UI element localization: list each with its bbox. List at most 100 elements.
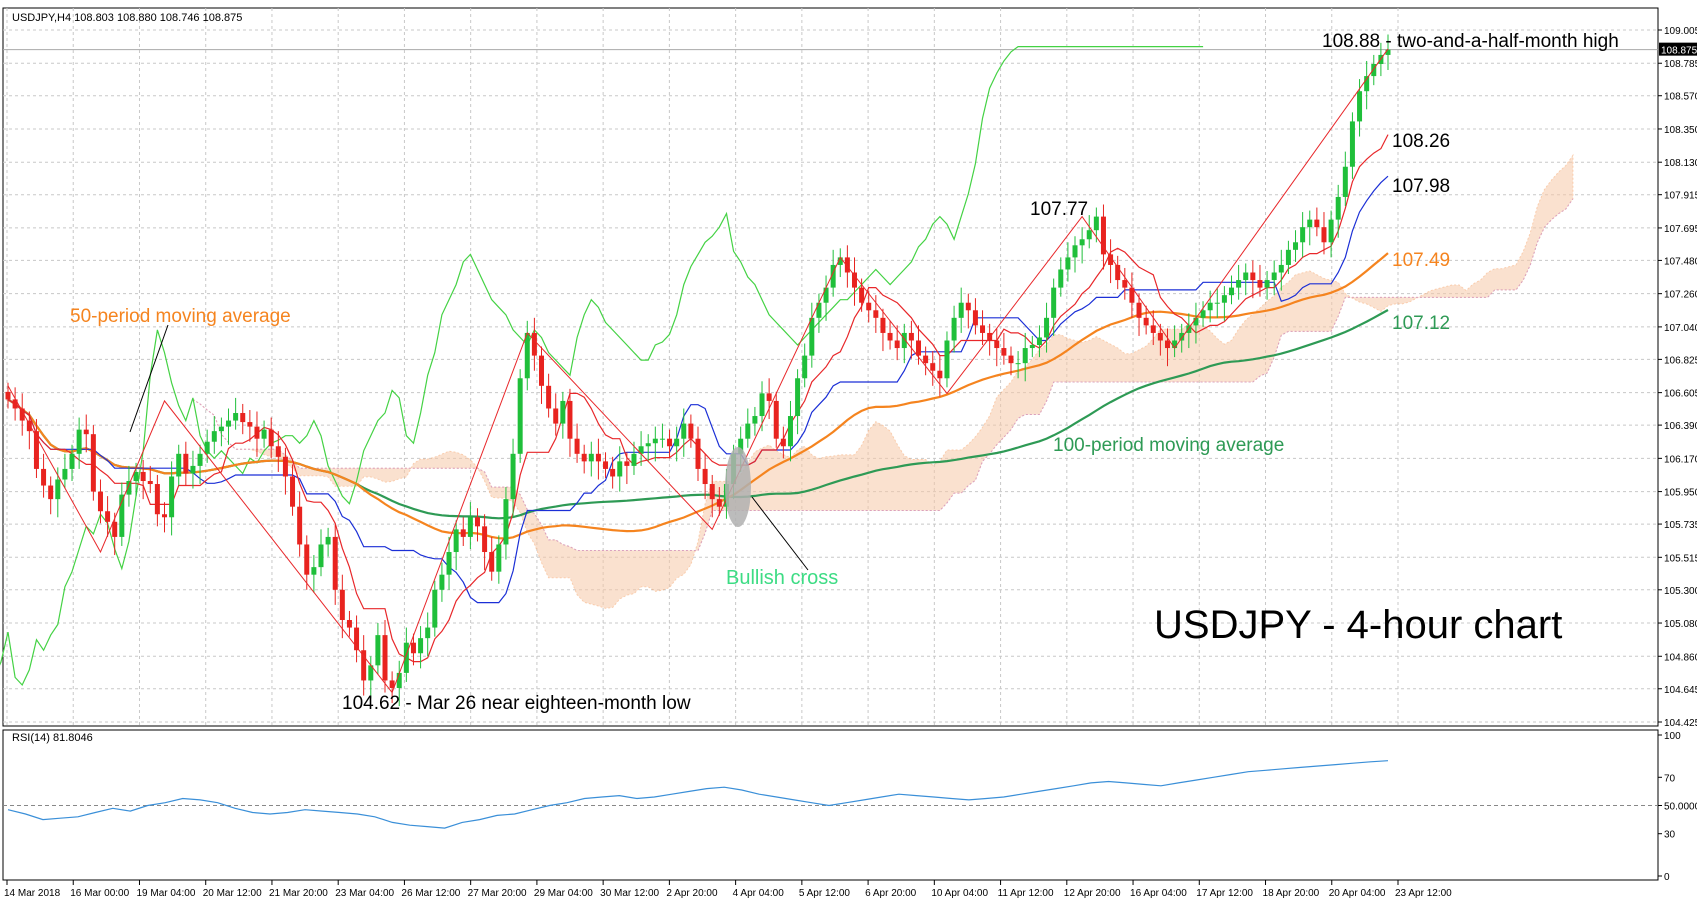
candle-body: [617, 461, 623, 477]
candle-body: [987, 332, 993, 341]
label-ma50-107-49: 107.49: [1392, 250, 1450, 271]
candle-body: [859, 287, 865, 303]
candle-body: [1229, 287, 1235, 296]
candle-body: [69, 453, 75, 469]
candle-body: [1065, 257, 1071, 270]
candle-body: [1122, 280, 1128, 288]
time-tick-label: 20 Mar 12:00: [203, 888, 262, 899]
candle-body: [1200, 310, 1206, 318]
candle-body: [268, 429, 274, 447]
price-tick-label: 104.425: [1664, 718, 1697, 729]
candle-body: [887, 332, 893, 341]
candle-body: [1015, 363, 1021, 365]
candle-body: [524, 332, 530, 379]
candle-body: [403, 642, 409, 673]
candle-body: [1236, 280, 1242, 288]
candle-body: [823, 287, 829, 303]
time-tick-label: 23 Mar 04:00: [335, 888, 394, 899]
annotation-high: 108.88 - two-and-a-half-month high: [1322, 31, 1619, 52]
cloud-span-b: [192, 198, 1574, 551]
price-tick-label: 107.915: [1664, 191, 1697, 202]
candle-body: [745, 423, 751, 439]
candle-body: [980, 325, 986, 333]
candle-body: [297, 506, 303, 545]
candle-body: [1001, 348, 1007, 356]
candle-body: [1349, 121, 1355, 167]
price-tick-label: 104.645: [1664, 685, 1697, 696]
bullish-cross-pointer: [751, 496, 809, 571]
rsi-tick-label: 70: [1664, 773, 1676, 784]
candle-body: [1157, 332, 1163, 341]
zigzag-path: [7, 48, 1389, 694]
price-tick-label: 104.860: [1664, 652, 1697, 663]
price-tick-label: 105.080: [1664, 619, 1697, 630]
price-axis: 109.005 108.785 108.570 108.350 108.130 107.9…: [1658, 26, 1697, 729]
candle-body: [12, 399, 18, 409]
time-tick-label: 14 Mar 2018: [4, 888, 61, 899]
candle-body: [446, 552, 452, 575]
chikou-line: [0, 46, 1204, 687]
annotation-ma100: 100-period moving average: [1053, 435, 1284, 456]
candlesticks: [5, 34, 1391, 707]
candle-body: [802, 355, 808, 379]
candle-body: [816, 302, 822, 318]
candle-body: [33, 431, 39, 469]
candle-body: [467, 517, 473, 537]
candle-body: [702, 468, 708, 485]
candle-body: [1335, 196, 1341, 220]
rsi-tick-label: 100: [1664, 731, 1681, 742]
candle-body: [709, 484, 715, 500]
price-tick-label: 106.390: [1664, 421, 1697, 432]
rsi-tick-label: 0: [1664, 872, 1670, 883]
candle-body: [787, 416, 793, 447]
ma50-pointer: [129, 324, 169, 433]
time-tick-label: 30 Mar 12:00: [600, 888, 659, 899]
time-tick-label: 12 Apr 20:00: [1064, 888, 1121, 899]
candle-body: [126, 481, 132, 495]
candle-body: [780, 438, 786, 447]
candle-body: [133, 471, 139, 482]
candle-body: [1044, 317, 1050, 338]
candle-body: [290, 476, 296, 507]
candle-body: [944, 340, 950, 379]
candle-body: [1250, 272, 1256, 281]
candle-body: [1100, 216, 1106, 255]
candle-body: [1321, 227, 1327, 243]
candle-body: [916, 340, 922, 356]
candle-body: [610, 468, 616, 477]
candle-body: [1328, 219, 1334, 243]
candle-body: [161, 514, 167, 518]
candle-body: [147, 481, 153, 485]
candle-body: [375, 635, 381, 666]
candle-body: [1214, 302, 1220, 304]
candle-body: [389, 680, 395, 689]
candle-body: [218, 426, 224, 432]
candle-body: [1115, 264, 1121, 281]
ichimoku-cloud: [192, 153, 1574, 609]
candle-body: [425, 627, 431, 639]
candle-body: [667, 438, 673, 447]
candle-body: [460, 529, 466, 537]
candle-body: [837, 257, 843, 265]
candle-body: [901, 332, 907, 349]
candle-body: [880, 317, 886, 333]
candle-body: [176, 453, 182, 477]
candle-body: [325, 536, 331, 545]
candle-body: [1164, 340, 1170, 349]
time-tick-label: 23 Apr 12:00: [1395, 888, 1452, 899]
candle-body: [773, 400, 779, 439]
moving-average-lines: [0, 46, 1389, 687]
candle-body: [275, 446, 281, 457]
candle-body: [48, 485, 54, 500]
rsi-indicator: 100 70 50.0000 30 0: [3, 731, 1697, 883]
time-tick-label: 17 Apr 12:00: [1196, 888, 1253, 899]
candle-body: [553, 408, 559, 424]
candle-body: [361, 650, 367, 681]
price-tick-label: 105.735: [1664, 520, 1697, 531]
candle-body: [318, 544, 324, 568]
candle-body: [240, 413, 246, 423]
candle-body: [546, 385, 552, 409]
rsi-header: RSI(14) 81.8046: [12, 732, 93, 744]
time-tick-label: 4 Apr 04:00: [733, 888, 785, 899]
candle-body: [418, 638, 424, 654]
